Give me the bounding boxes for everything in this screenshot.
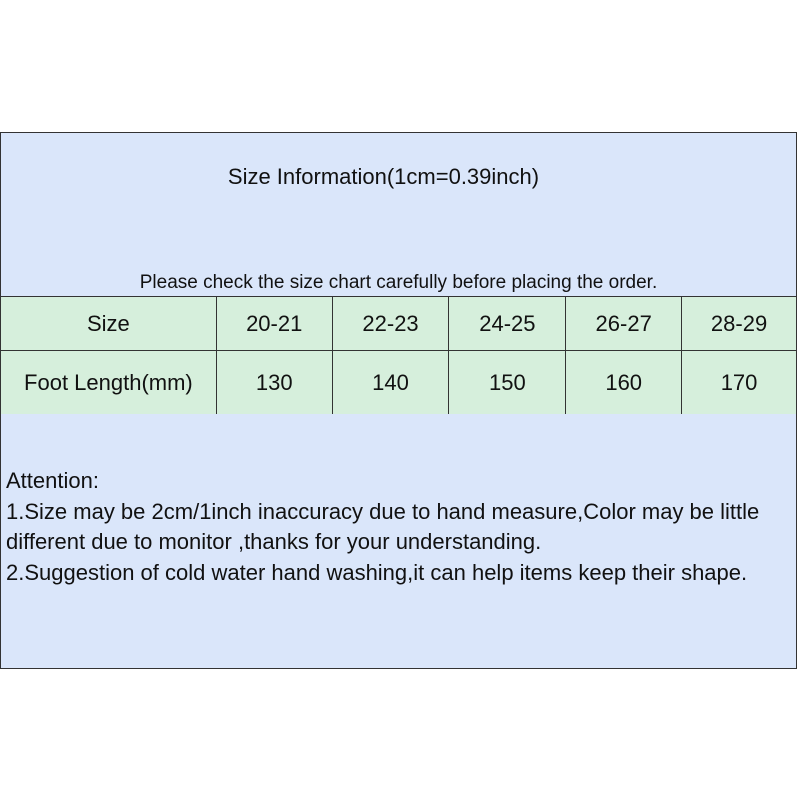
header-cell: 24-25 [448, 296, 567, 351]
table-cell: 140 [331, 350, 450, 415]
header-cell: 22-23 [331, 296, 450, 351]
attention-line: 1.Size may be 2cm/1inch inaccuracy due t… [6, 498, 760, 555]
row-label: Foot Length(mm) [0, 350, 217, 415]
table-cell: 130 [215, 350, 333, 415]
attention-heading: Attention: [6, 468, 99, 493]
header-cell: 20-21 [215, 296, 333, 351]
header-cell: Size [0, 296, 217, 351]
header-cell: 28-29 [681, 296, 797, 351]
table-cell: 150 [448, 350, 567, 415]
size-chart-note: Please check the size chart carefully be… [0, 220, 797, 297]
table-header-row: Size 20-21 22-23 24-25 26-27 28-29 [0, 296, 797, 351]
table-row: Foot Length(mm) 130 140 150 160 170 [0, 350, 797, 415]
attention-section: Attention: 1.Size may be 2cm/1inch inacc… [0, 414, 797, 669]
header-cell: 26-27 [565, 296, 683, 351]
attention-line: 2.Suggestion of cold water hand washing,… [6, 559, 748, 585]
table-cell: 170 [681, 350, 797, 415]
size-info-title: Size Information(1cm=0.39inch) [0, 132, 797, 221]
table-cell: 160 [565, 350, 683, 415]
size-table: Size 20-21 22-23 24-25 26-27 28-29 Foot … [0, 296, 797, 415]
